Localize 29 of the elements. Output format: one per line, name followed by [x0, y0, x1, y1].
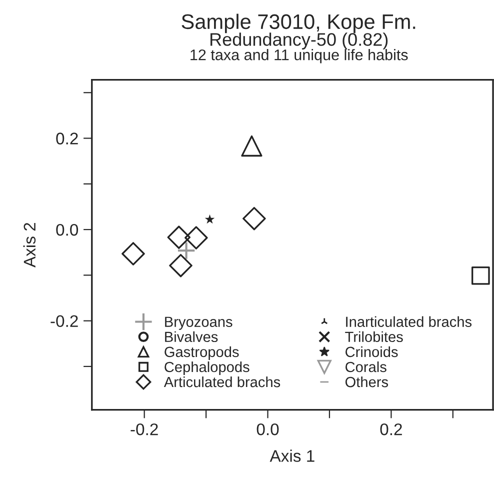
point: [472, 266, 490, 285]
point: [242, 206, 266, 230]
point: [169, 254, 192, 278]
y-axis-title: Axis 2: [23, 222, 36, 268]
text: 12 taxa and 11 unique life habits: [190, 49, 408, 64]
chart-subtitle: Redundancy-50 (0.82): [210, 32, 388, 50]
y-tick-label: 0.0: [56, 224, 78, 236]
point: [122, 242, 145, 266]
point: [176, 241, 196, 260]
point: [241, 135, 262, 157]
y-tick-label: -0.2: [50, 315, 78, 328]
chart-title: Sample 73010, Kope Fm.: [182, 14, 416, 34]
point: [184, 226, 208, 250]
x-axis-title: Axis 1: [270, 450, 314, 462]
legend-label: Corals: [346, 361, 386, 372]
legend-label: Others: [345, 376, 388, 388]
legend-label: Articulated brachs: [164, 376, 280, 388]
x-tick-label: 0.2: [380, 423, 402, 436]
legend-label: Crinoids: [346, 346, 398, 358]
legend-label: Inarticulated brachs: [346, 316, 472, 327]
legend-label: Trilobites: [345, 331, 403, 342]
y-tick-label: 0.2: [56, 132, 78, 144]
x-tick-label: -0.2: [130, 423, 158, 436]
legend-label: Cephalopods: [164, 361, 250, 376]
legend-label: Bivalves: [165, 331, 218, 342]
legend-label: Gastropods: [164, 346, 239, 360]
x-tick-label: 0.0: [256, 423, 279, 436]
legend-label: Bryozoans: [165, 316, 232, 330]
point: [167, 226, 191, 249]
